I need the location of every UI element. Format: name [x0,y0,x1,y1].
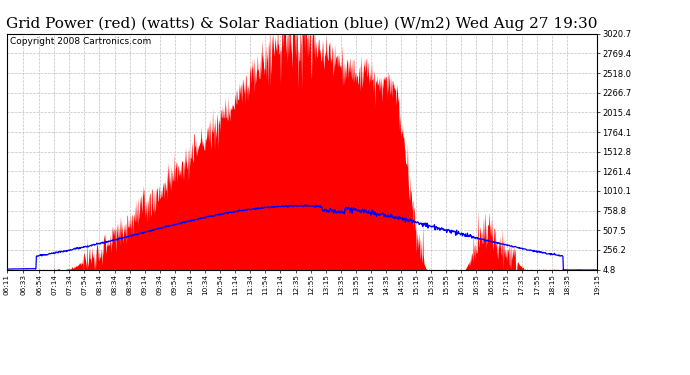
Title: Grid Power (red) (watts) & Solar Radiation (blue) (W/m2) Wed Aug 27 19:30: Grid Power (red) (watts) & Solar Radiati… [6,17,598,31]
Text: Copyright 2008 Cartronics.com: Copyright 2008 Cartronics.com [10,37,151,46]
